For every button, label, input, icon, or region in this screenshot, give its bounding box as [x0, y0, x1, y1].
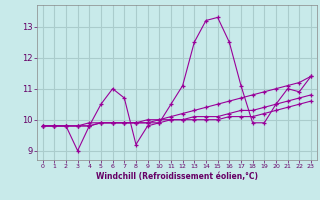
X-axis label: Windchill (Refroidissement éolien,°C): Windchill (Refroidissement éolien,°C) — [96, 172, 258, 181]
